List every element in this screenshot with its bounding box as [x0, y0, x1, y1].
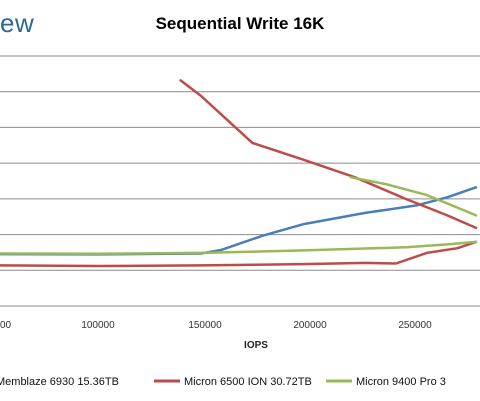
series-line: [179, 79, 478, 230]
x-tick-labels: 00 100000 150000 200000 250000: [0, 320, 432, 331]
chart-title: Sequential Write 16K: [155, 14, 325, 33]
legend: Memblaze 6930 15.36TB Micron 6500 ION 30.…: [0, 376, 446, 388]
x-axis-label: IOPS: [244, 340, 268, 351]
series-lines: [0, 79, 478, 268]
legend-item: Memblaze 6930 15.36TB: [0, 376, 119, 388]
series-line: [0, 240, 478, 256]
x-tick-label: 150000: [188, 320, 222, 331]
legend-item: Micron 6500 ION 30.72TB: [154, 376, 312, 388]
series-line: [349, 176, 478, 217]
legend-label: Micron 6500 ION 30.72TB: [184, 376, 312, 388]
legend-item: Micron 9400 Pro 3: [326, 376, 446, 388]
gridlines: [0, 55, 480, 307]
legend-label: Memblaze 6930 15.36TB: [0, 376, 119, 388]
x-tick-label: 200000: [293, 320, 327, 331]
series-line: [0, 240, 478, 268]
legend-label: Micron 9400 Pro 3: [356, 376, 446, 388]
x-tick-label: 100000: [81, 320, 115, 331]
x-tick-label: 00: [0, 320, 12, 331]
brand-logo-text: ew: [0, 8, 35, 38]
x-tick-label: 250000: [398, 320, 432, 331]
